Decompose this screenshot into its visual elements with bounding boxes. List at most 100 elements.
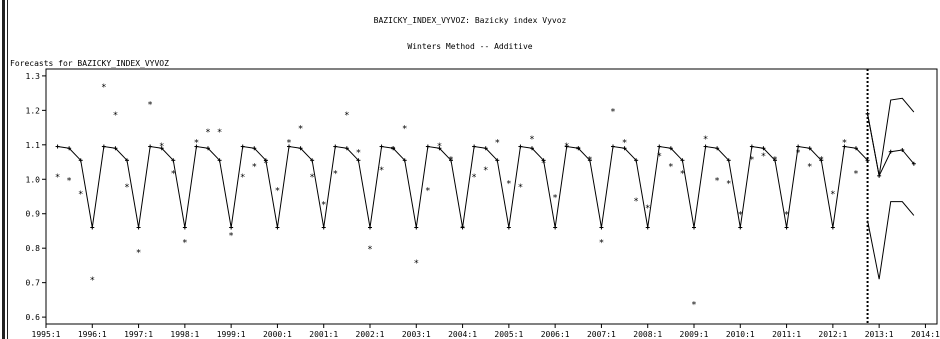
x-tick-label: 1997:1 [124,330,153,339]
x-tick-label: 2001:1 [309,330,338,339]
actual-point: * [483,166,488,176]
actual-point: * [402,125,407,135]
actual-point: * [147,100,152,110]
actual-point: * [495,138,500,148]
actual-point: * [460,225,465,235]
actual-point: * [252,162,257,172]
actual-point: * [159,142,164,152]
actual-point: * [691,300,696,310]
x-tick-label: 1999:1 [217,330,246,339]
x-tick-label: 2003:1 [402,330,431,339]
x-tick-label: 2000:1 [263,330,292,339]
actual-point: * [217,128,222,138]
actual-point: * [66,176,71,186]
actual-point: * [518,183,523,193]
x-tick-label: 2005:1 [494,330,523,339]
x-tick-label: 2004:1 [448,330,477,339]
actual-point: * [194,138,199,148]
actual-point: * [309,173,314,183]
y-tick-label: 0.8 [26,244,41,253]
actual-point: * [633,197,638,207]
actual-point: * [506,180,511,190]
actual-point: * [240,173,245,183]
y-tick-label: 1.0 [26,175,41,184]
actual-point: * [610,107,615,117]
actual-point: * [714,176,719,186]
x-tick-label: 2010:1 [726,330,755,339]
actual-point: * [576,145,581,155]
actual-point: * [622,138,627,148]
y-tick-label: 1.1 [26,141,41,150]
actual-point: * [807,162,812,172]
y-tick-label: 1.3 [26,72,41,81]
x-tick-label: 2009:1 [680,330,709,339]
actual-point: * [298,125,303,135]
actual-point: * [772,156,777,166]
actual-point: * [425,187,430,197]
actual-point: * [333,169,338,179]
actual-point: * [668,162,673,172]
actual-point: * [171,169,176,179]
actual-point: * [552,194,557,204]
actual-point: * [529,135,534,145]
actual-point: * [784,211,789,221]
x-tick-label: 1995:1 [32,330,61,339]
actual-point: * [437,142,442,152]
x-tick-label: 2012:1 [818,330,847,339]
actual-point: * [738,211,743,221]
actual-point: * [390,145,395,155]
y-tick-label: 1.2 [26,106,41,115]
fitted-line [57,145,868,228]
chart-subtitle: Winters Method -- Additive [407,42,533,51]
actual-point: * [819,156,824,166]
actual-point: * [367,245,372,255]
actual-point: * [541,159,546,169]
x-tick-label: 2013:1 [865,330,894,339]
actual-point: * [564,142,569,152]
actual-point: * [286,138,291,148]
y-tick-label: 0.9 [26,210,41,219]
actual-point: * [136,249,141,259]
actual-point: * [228,231,233,241]
y-tick-label: 0.6 [26,313,41,322]
upper-band [867,97,915,176]
y-tick-label: 0.7 [26,279,41,288]
actual-point: * [795,149,800,159]
actual-point: * [680,169,685,179]
actual-point: * [90,276,95,286]
x-tick-label: 2002:1 [356,330,385,339]
x-tick-label: 2011:1 [772,330,801,339]
x-tick-label: 1996:1 [78,330,107,339]
actual-point: * [101,83,106,93]
actual-point: * [124,183,129,193]
actual-point: * [78,190,83,200]
actual-point: * [657,152,662,162]
actual-point: * [471,173,476,183]
forecast-header: Forecasts for BAZICKY_INDEX_VYVOZ [10,59,169,68]
actual-point: * [379,166,384,176]
actual-point: * [599,238,604,248]
plot-frame [45,68,938,325]
x-tick-label: 2008:1 [633,330,662,339]
chart-title: BAZICKY_INDEX_VYVOZ: Bazicky index Vyvoz [373,16,567,25]
actual-point: * [830,190,835,200]
actual-point: * [275,187,280,197]
actual-point: * [842,138,847,148]
actual-point: * [645,204,650,214]
actual-point: * [205,128,210,138]
actual-point: * [55,173,60,183]
window-border-inner [7,0,8,339]
actual-point: * [448,156,453,166]
actual-point: * [749,156,754,166]
actual-point: * [113,111,118,121]
actual-point: * [356,149,361,159]
x-tick-label: 1998:1 [170,330,199,339]
actual-point: * [182,238,187,248]
lower-band [867,201,915,280]
actual-point: * [587,156,592,166]
actual-point: * [853,169,858,179]
window-border [2,0,5,339]
actual-point: * [321,200,326,210]
